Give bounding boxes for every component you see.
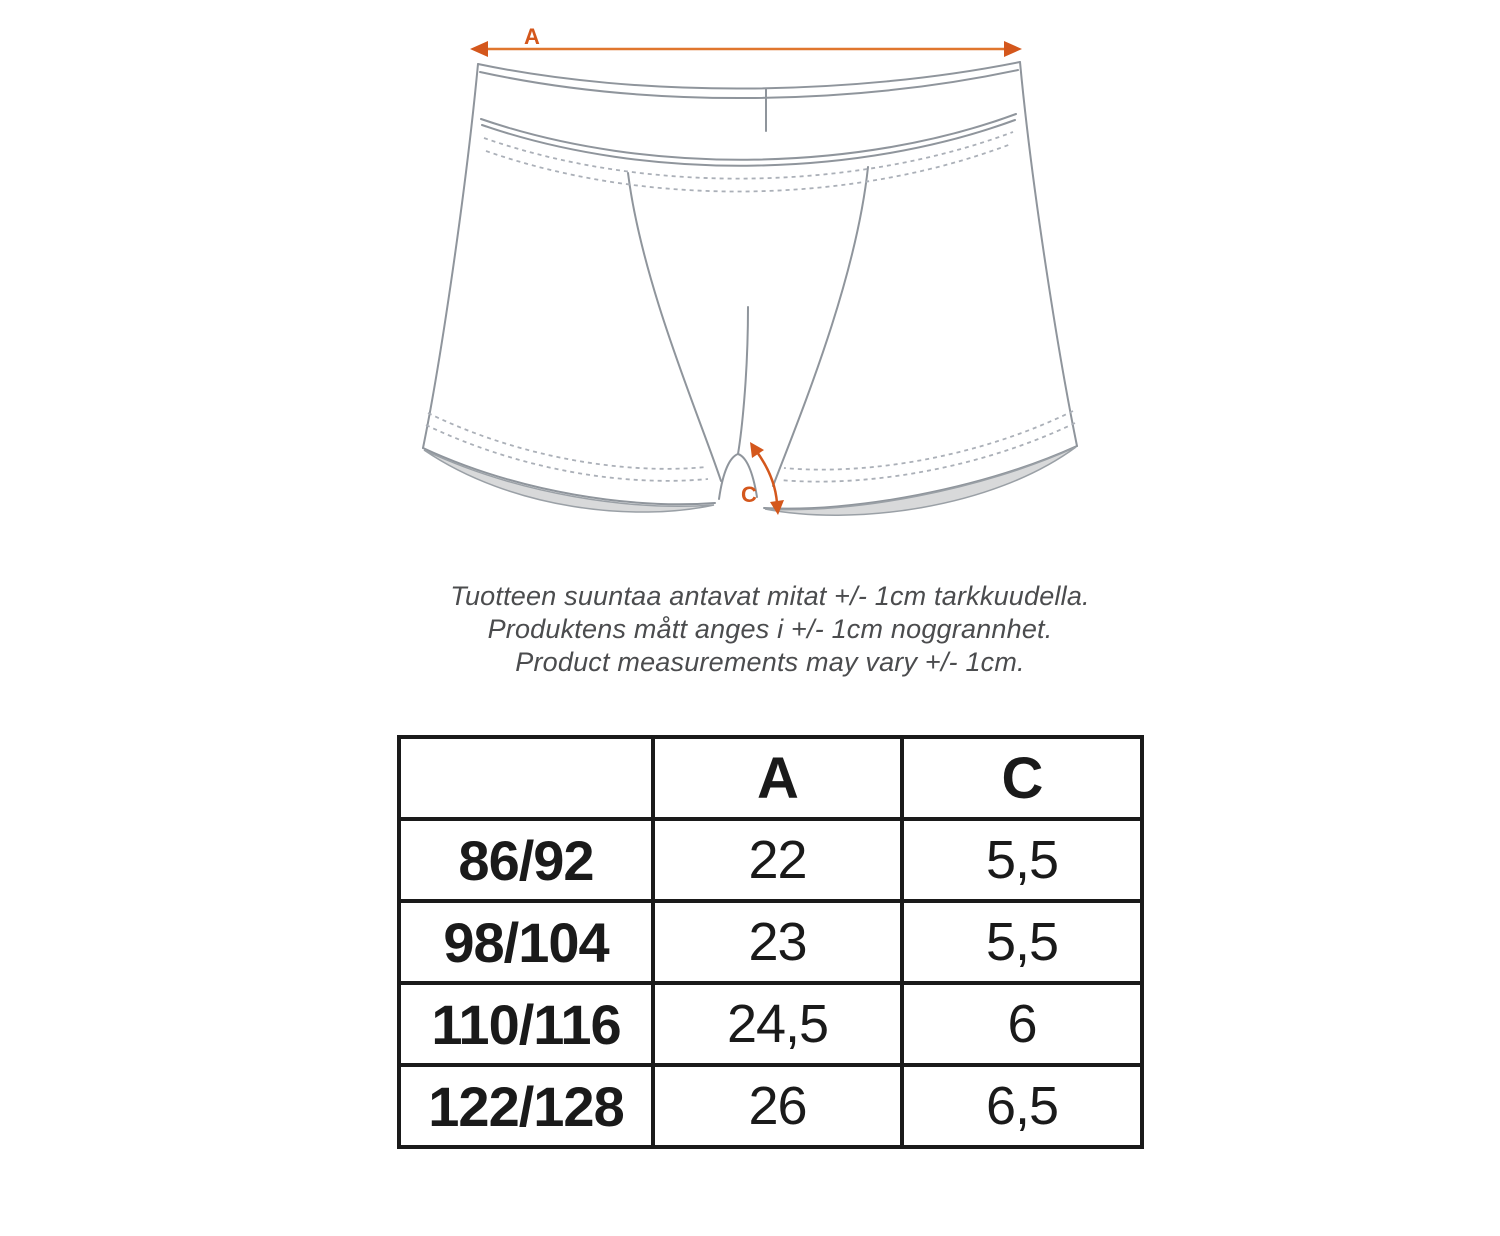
- arrow-right-head-icon: [1004, 41, 1022, 57]
- header-cell-a: A: [651, 735, 904, 821]
- measure-a-label: A: [524, 24, 540, 49]
- tolerance-note: Tuotteen suuntaa antavat mitat +/- 1cm t…: [400, 580, 1140, 679]
- header-cell-size: [397, 735, 655, 821]
- arrow-down-head-icon: [770, 500, 784, 515]
- c-value-cell: 6: [900, 981, 1144, 1067]
- c-value-cell: 5,5: [900, 899, 1144, 985]
- c-value-cell: 6,5: [900, 1063, 1144, 1149]
- table-row: 110/116 24,5 6: [397, 981, 1144, 1067]
- size-table-header-row: A C: [397, 735, 1144, 821]
- a-value-cell: 22: [651, 817, 904, 903]
- size-cell: 86/92: [397, 817, 655, 903]
- arrow-left-head-icon: [470, 41, 488, 57]
- table-row: 122/128 26 6,5: [397, 1063, 1144, 1149]
- garment-outline: [422, 61, 1078, 510]
- a-value-cell: 24,5: [651, 981, 904, 1067]
- size-cell: 122/128: [397, 1063, 655, 1149]
- measure-a-arrow: A: [470, 24, 1022, 57]
- arrow-up-head-icon: [750, 442, 764, 458]
- tolerance-note-sv: Produktens mått anges i +/- 1cm noggrann…: [487, 614, 1053, 644]
- table-row: 86/92 22 5,5: [397, 817, 1144, 903]
- measure-c-arrow: C: [741, 442, 784, 515]
- leg-hem-shading: [423, 446, 1077, 516]
- size-cell: 98/104: [397, 899, 655, 985]
- size-table: A C 86/92 22 5,5 98/104 23 5,5 110/116 2…: [397, 735, 1144, 1149]
- tolerance-note-fi: Tuotteen suuntaa antavat mitat +/- 1cm t…: [450, 581, 1090, 611]
- tolerance-note-en: Product measurements may vary +/- 1cm.: [515, 647, 1025, 677]
- c-value-cell: 5,5: [900, 817, 1144, 903]
- a-value-cell: 23: [651, 899, 904, 985]
- measure-c-label: C: [741, 482, 757, 507]
- size-cell: 110/116: [397, 981, 655, 1067]
- header-cell-c: C: [900, 735, 1144, 821]
- stitching-lines: [425, 131, 1076, 483]
- a-value-cell: 26: [651, 1063, 904, 1149]
- boxer-shorts-diagram: A C: [422, 24, 1078, 516]
- table-row: 98/104 23 5,5: [397, 899, 1144, 985]
